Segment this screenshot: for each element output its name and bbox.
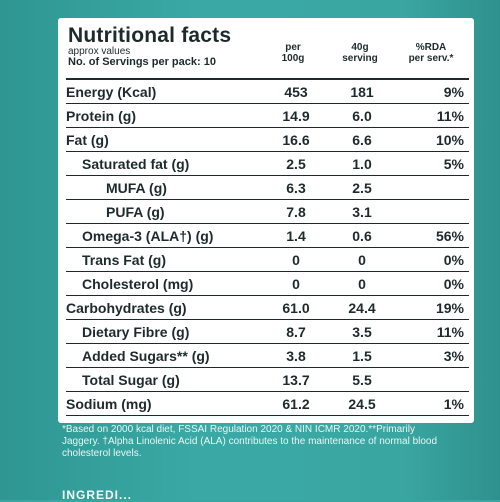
nutrient-name: Cholesterol (mg) (82, 276, 194, 292)
value-rda: 10% (435, 132, 464, 148)
value-per-serving: 181 (350, 84, 374, 100)
nutrient-name: Saturated fat (g) (82, 156, 190, 172)
table-row: Omega-3 (ALA†) (g) 1.4 0.6 56% (66, 224, 469, 248)
value-per-100g: 2.5 (286, 156, 306, 172)
nutrient-name: Sodium (mg) (66, 396, 152, 412)
servings-per-pack: No. of Servings per pack: 10 (68, 56, 216, 68)
value-per-serving: 24.5 (348, 396, 376, 412)
nutrition-title: Nutritional facts (68, 24, 232, 47)
value-per-100g: 0 (292, 252, 300, 268)
value-per-serving: 2.5 (352, 180, 372, 196)
value-per-serving: 6.0 (352, 108, 372, 124)
value-per-serving: 0.6 (352, 228, 372, 244)
value-per-100g: 453 (284, 84, 308, 100)
value-per-100g: 16.6 (282, 132, 310, 148)
value-per-serving: 5.5 (352, 372, 372, 388)
table-row: MUFA (g) 6.3 2.5 (66, 176, 469, 200)
value-per-100g: 6.3 (286, 180, 306, 196)
nutrient-name: Total Sugar (g) (82, 372, 180, 388)
nutrition-facts-panel: Nutritional facts approx values No. of S… (58, 18, 474, 423)
value-per-serving: 0 (358, 252, 366, 268)
value-per-100g: 14.9 (282, 108, 310, 124)
value-per-serving: 0 (358, 276, 366, 292)
value-per-serving: 24.4 (348, 300, 376, 316)
value-rda: 56% (435, 228, 464, 244)
value-per-100g: 13.7 (282, 372, 310, 388)
column-header-per-100g: per 100g (281, 42, 305, 64)
nutrient-name: Carbohydrates (g) (66, 300, 187, 316)
nutrient-name: Protein (g) (66, 108, 136, 124)
nutrient-name: Added Sugars** (g) (82, 348, 210, 364)
table-row: Total Sugar (g) 13.7 5.5 (66, 368, 469, 392)
nutrient-name: Energy (Kcal) (66, 84, 157, 100)
table-row: Energy (Kcal) 453 181 9% (66, 78, 469, 104)
table-row: Dietary Fibre (g) 8.7 3.5 11% (66, 320, 469, 344)
value-per-serving: 3.5 (352, 324, 372, 340)
value-per-100g: 61.2 (282, 396, 310, 412)
table-row: Cholesterol (mg) 0 0 0% (66, 272, 469, 296)
value-rda: 1% (443, 396, 464, 412)
value-per-100g: 3.8 (286, 348, 306, 364)
nutrient-name: Fat (g) (66, 132, 109, 148)
nutrient-table: Energy (Kcal) 453 181 9% Protein (g) 14.9 6.0 1… (66, 78, 469, 416)
table-row: Fat (g) 16.6 6.6 10% (66, 128, 469, 152)
table-row: Added Sugars** (g) 3.8 1.5 3% (66, 344, 469, 368)
value-rda: 0% (443, 276, 464, 292)
nutrient-name: Trans Fat (g) (82, 252, 167, 268)
value-rda: 19% (435, 300, 464, 316)
nutrient-name: MUFA (g) (106, 180, 167, 196)
value-rda: 11% (436, 324, 464, 340)
table-row: Sodium (mg) 61.2 24.5 1% (66, 392, 469, 416)
value-per-100g: 1.4 (286, 228, 306, 244)
approx-values-note: approx values (68, 46, 131, 57)
table-row: Trans Fat (g) 0 0 0% (66, 248, 469, 272)
column-header-rda: %RDA per serv.* (408, 42, 454, 64)
footnote: *Based on 2000 kcal diet, FSSAI Regulati… (62, 424, 438, 459)
value-rda: 0% (443, 252, 464, 268)
table-row: Carbohydrates (g) 61.0 24.4 19% (66, 296, 469, 320)
value-rda: 5% (443, 156, 464, 172)
nutrient-name: PUFA (g) (106, 204, 165, 220)
value-per-serving: 1.5 (352, 348, 372, 364)
table-row: Saturated fat (g) 2.5 1.0 5% (66, 152, 469, 176)
value-per-serving: 6.6 (352, 132, 372, 148)
nutrient-name: Omega-3 (ALA†) (g) (82, 228, 214, 244)
nutrient-name: Dietary Fibre (g) (82, 324, 190, 340)
value-per-100g: 7.8 (286, 204, 306, 220)
value-per-serving: 3.1 (352, 204, 372, 220)
column-header-serving: 40g serving (342, 42, 378, 64)
value-per-100g: 61.0 (282, 300, 310, 316)
table-row: Protein (g) 14.9 6.0 11% (66, 104, 469, 128)
value-rda: 9% (443, 84, 464, 100)
value-rda: 11% (436, 108, 464, 124)
value-rda: 3% (443, 348, 464, 364)
ingredients-heading: INGREDI... (62, 488, 133, 502)
value-per-100g: 8.7 (286, 324, 306, 340)
value-per-100g: 0 (292, 276, 300, 292)
value-per-serving: 1.0 (352, 156, 372, 172)
table-row: PUFA (g) 7.8 3.1 (66, 200, 469, 224)
